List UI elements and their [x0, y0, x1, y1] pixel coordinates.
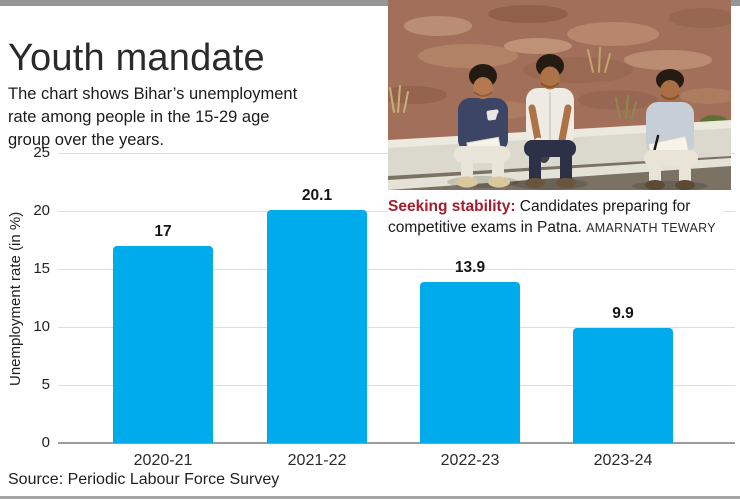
x-tick-label: 2022-23	[440, 452, 500, 469]
y-axis-title: Unemployment rate (in %)	[7, 211, 24, 386]
bar-value-label: 9.9	[612, 305, 634, 323]
photo-illustration	[388, 0, 731, 190]
bar-2023-24	[573, 328, 673, 443]
y-tick-label: 20	[33, 202, 50, 219]
caption-credit: AMARNATH TEWARY	[586, 220, 716, 235]
y-tick-label: 5	[41, 376, 50, 393]
bar-2022-23	[420, 281, 520, 443]
gridline	[58, 269, 735, 270]
x-tick-label: 2020-21	[133, 452, 193, 469]
gridline	[58, 327, 735, 328]
bottom-rule	[0, 496, 740, 499]
photo-candidates	[388, 0, 731, 190]
y-tick-label: 25	[33, 144, 50, 161]
page-title: Youth mandate	[8, 37, 265, 80]
person-right	[632, 69, 708, 190]
bar-2021-22	[267, 209, 367, 443]
x-tick-label: 2021-22	[287, 452, 347, 469]
chart-description: The chart shows Bihar’s unemployment rat…	[8, 84, 298, 149]
y-tick-label: 0	[41, 434, 50, 451]
top-rule	[0, 0, 740, 6]
bar-2020-21	[113, 245, 213, 443]
y-tick-label: 10	[33, 318, 50, 335]
source-line: Source: Periodic Labour Force Survey	[8, 471, 280, 488]
photo-caption: Seeking stability: Candidates preparing …	[388, 197, 724, 238]
bar-value-label: 20.1	[301, 186, 333, 204]
y-tick-label: 15	[33, 260, 50, 277]
person-middle	[512, 54, 588, 190]
bar-value-label: 17	[154, 222, 172, 240]
x-tick-label: 2023-24	[593, 452, 653, 469]
bar-value-label: 13.9	[454, 258, 486, 276]
caption-text: Candidates preparing for competitive exa…	[388, 198, 691, 236]
x-axis-line	[58, 442, 735, 444]
gridline	[58, 385, 735, 386]
caption-lead: Seeking stability:	[388, 198, 516, 215]
person-left	[447, 64, 519, 188]
